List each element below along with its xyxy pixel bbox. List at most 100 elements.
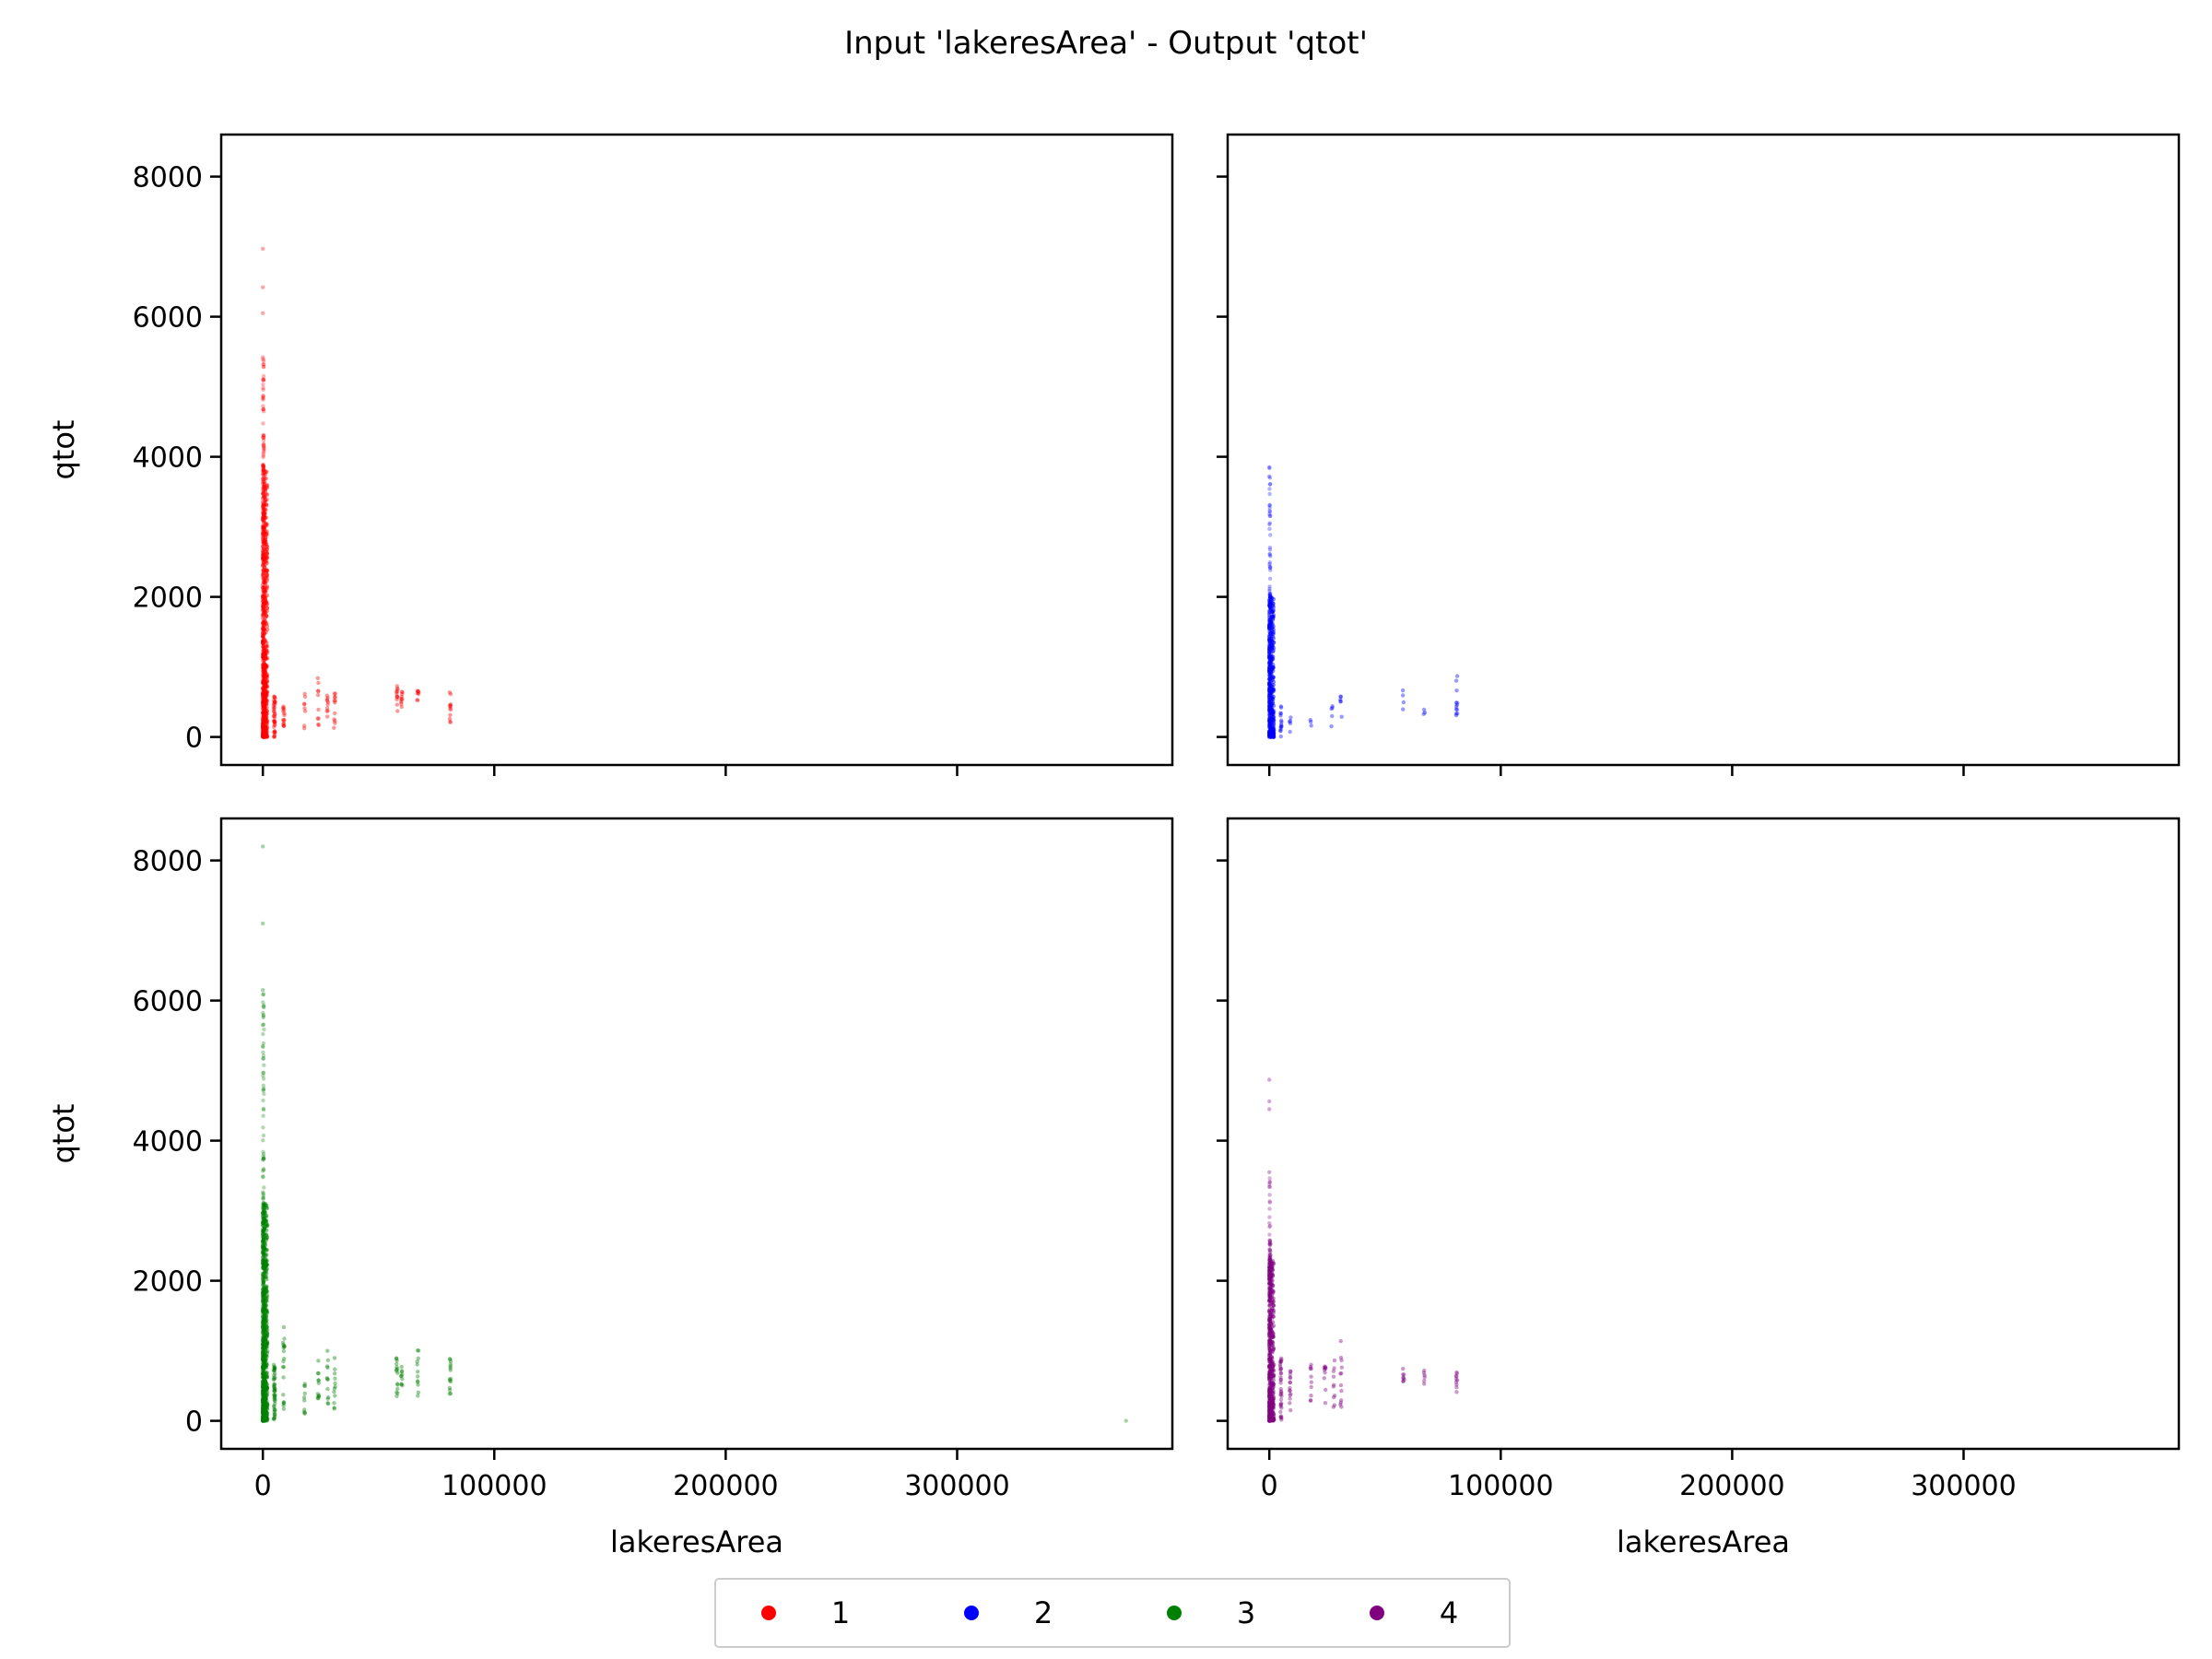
scatter-point [263,1310,268,1314]
scatter-point [261,1382,265,1387]
scatter-point [1270,634,1276,640]
scatter-point [263,1403,268,1408]
scatter-point [261,1201,265,1206]
scatter-point [262,1232,267,1237]
scatter-point [1268,1393,1273,1397]
scatter-point [261,530,265,535]
scatter-point [332,691,337,696]
scatter-point [1267,1277,1272,1282]
scatter-point [263,589,267,594]
scatter-point [280,1340,286,1346]
scatter-point [261,1271,265,1276]
scatter-point [263,696,268,701]
scatter-point [1268,513,1273,519]
scatter-point [262,527,266,532]
scatter-point [1267,1318,1272,1323]
scatter-point [1267,619,1272,624]
scatter-point [1267,1353,1272,1358]
scatter-point [261,1417,266,1422]
scatter-point [1267,735,1272,739]
scatter-point [1269,1403,1274,1408]
scatter-point [1268,1288,1273,1292]
scatter-point [394,691,399,696]
scatter-point [263,1270,268,1276]
scatter-point [261,731,265,735]
scatter-point [263,684,267,688]
scatter-point [271,713,276,718]
scatter-point [1267,700,1272,705]
scatter-point [261,1243,265,1249]
scatter-point [1270,1292,1275,1297]
scatter-point [1267,722,1273,726]
scatter-point [272,1393,276,1398]
scatter-point [264,644,269,649]
scatter-point [263,1418,267,1423]
scatter-point [1270,603,1276,608]
scatter-point [262,570,266,574]
scatter-point [1270,1418,1275,1423]
scatter-point [261,1407,265,1412]
scatter-point [1271,640,1277,645]
scatter-point [264,1315,268,1320]
scatter-point [261,631,265,636]
scatter-point [265,523,269,527]
scatter-point [263,1201,268,1206]
scatter-point [1453,1373,1459,1379]
scatter-point [261,594,265,599]
scatter-point [332,717,336,722]
scatter-point [263,692,268,697]
scatter-point [261,585,265,590]
scatter-point [262,1227,267,1232]
scatter-point [263,653,267,658]
scatter-point [1268,711,1273,715]
scatter-point [1268,1403,1274,1408]
scatter-point [1267,1394,1272,1400]
scatter-point [1267,680,1272,685]
scatter-point [1324,1365,1328,1370]
scatter-point [265,1405,269,1409]
scatter-point [1268,1418,1274,1422]
scatter-point [261,641,265,645]
scatter-point [261,1277,265,1282]
scatter-point [332,1406,336,1411]
scatter-point [1269,711,1275,715]
scatter-point [1267,1379,1273,1383]
scatter-point [261,1240,265,1244]
scatter-point [262,594,266,599]
scatter-point [1267,1372,1272,1377]
scatter-point [263,498,267,503]
scatter-point [261,1418,265,1422]
scatter-point [263,1402,268,1406]
figure-title: Input 'lakeresArea' - Output 'qtot' [844,25,1368,62]
scatter-point [272,718,276,723]
scatter-point [1267,708,1272,712]
scatter-point [263,1414,268,1419]
scatter-point [261,730,265,735]
scatter-point [264,1371,268,1376]
legend-marker-4 [1370,1606,1384,1620]
scatter-point [1268,1418,1274,1422]
scatter-point [262,580,267,584]
scatter-point [1269,654,1274,659]
scatter-point [261,1288,265,1293]
scatter-point [1267,682,1272,688]
scatter-point [261,735,265,739]
scatter-point [272,723,276,727]
scatter-point [1279,724,1284,729]
scatter-point [265,1410,270,1415]
scatter-point [1268,1293,1273,1299]
scatter-point [262,1305,266,1311]
scatter-point [1267,692,1272,697]
scatter-point [264,677,268,682]
scatter-point [1268,1275,1274,1280]
scatter-point [261,1382,265,1387]
scatter-point [261,464,266,468]
scatter-point [261,732,265,736]
scatter-point [261,535,265,540]
scatter-point [261,1138,265,1143]
scatter-point [415,1362,419,1367]
scatter-point [263,1400,268,1406]
scatter-point [1270,1298,1275,1302]
scatter-point [1279,1394,1284,1398]
scatter-point [263,1306,267,1311]
